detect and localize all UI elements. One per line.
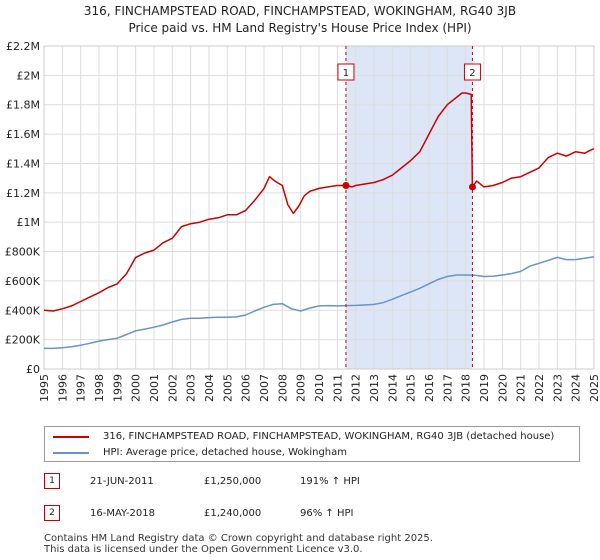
x-tick-label: 1996 bbox=[56, 374, 69, 402]
x-tick-label: 2002 bbox=[166, 374, 179, 402]
y-tick-label: £2.2M bbox=[6, 40, 40, 53]
sale-price: £1,250,000 bbox=[204, 476, 262, 487]
y-tick-label: £2M bbox=[17, 69, 41, 82]
hpi-line bbox=[44, 255, 595, 350]
x-tick-label: 2008 bbox=[276, 374, 289, 402]
x-tick-label: 2024 bbox=[570, 374, 583, 402]
x-tick-label: 2019 bbox=[478, 374, 491, 402]
title-line-2: Price paid vs. HM Land Registry's House … bbox=[128, 21, 472, 35]
sale-label-number: 2 bbox=[469, 68, 475, 79]
x-tick-label: 2006 bbox=[240, 374, 253, 402]
axes: £0 £200K £400K £600K £800K £1M £1.2M £1.4M £1.6M… bbox=[5, 40, 600, 402]
y-tick-label: £1.4M bbox=[6, 157, 40, 170]
footer-line-2: This data is licensed under the Open Gov… bbox=[44, 544, 363, 555]
x-tick-label: 2004 bbox=[203, 374, 216, 402]
plot-frame bbox=[43, 45, 595, 370]
sale-label-box bbox=[337, 63, 355, 81]
sale-number: 1 bbox=[44, 473, 60, 489]
price-chart: £0 £200K £400K £600K £800K £1M £1.2M £1.4M £1.6M… bbox=[5, 40, 600, 402]
sale-date: 16-MAY-2018 bbox=[90, 508, 156, 519]
legend: 316, FINCHAMPSTEAD ROAD, FINCHAMPSTEAD, … bbox=[44, 426, 580, 462]
sale-hpi-change: 191% ↑ HPI bbox=[300, 476, 360, 487]
y-tick-label: £800K bbox=[5, 246, 41, 259]
x-tick-label: 2013 bbox=[368, 374, 381, 402]
title-line-1: 316, FINCHAMPSTEAD ROAD, FINCHAMPSTEAD, … bbox=[83, 4, 517, 18]
x-tick-label: 2012 bbox=[350, 374, 363, 402]
footer: Contains HM Land Registry data © Crown c… bbox=[44, 533, 584, 555]
chart-title: 316, FINCHAMPSTEAD ROAD, FINCHAMPSTEAD, … bbox=[0, 3, 600, 37]
legend-red-line bbox=[53, 436, 89, 438]
x-tick-label: 2017 bbox=[441, 374, 454, 402]
y-tick-label: £0 bbox=[26, 363, 40, 376]
x-tick-label: 2011 bbox=[331, 374, 344, 402]
sale-point bbox=[342, 181, 350, 189]
y-tick-label: £400K bbox=[5, 304, 41, 317]
x-tick-label: 2005 bbox=[221, 374, 234, 402]
footer-line-1: Contains HM Land Registry data © Crown c… bbox=[44, 533, 433, 544]
sale-point bbox=[468, 183, 476, 191]
y-tick-label: £1.6M bbox=[6, 128, 40, 141]
x-tick-label: 1997 bbox=[75, 374, 88, 402]
x-tick-label: 1999 bbox=[111, 374, 124, 402]
series bbox=[43, 92, 595, 350]
x-tick-label: 2021 bbox=[515, 374, 528, 402]
x-tick-label: 2020 bbox=[496, 374, 509, 402]
x-tick-label: 2001 bbox=[148, 374, 161, 402]
sale-row-1: 1 21-JUN-2011 £1,250,000 191% ↑ HPI bbox=[44, 472, 584, 492]
x-tick-label: 2025 bbox=[588, 374, 600, 402]
x-tick-label: 1998 bbox=[93, 374, 106, 402]
x-tick-label: 2003 bbox=[185, 374, 198, 402]
property-price-line bbox=[43, 92, 595, 312]
y-tick-label: £1M bbox=[17, 216, 41, 229]
sale-hpi-change: 96% ↑ HPI bbox=[300, 508, 354, 519]
legend-blue-line bbox=[53, 452, 89, 454]
sale-label-number: 1 bbox=[343, 68, 349, 79]
x-tick-label: 2007 bbox=[258, 374, 271, 402]
x-tick-label: 2023 bbox=[551, 374, 564, 402]
legend-blue-label: HPI: Average price, detached house, Woki… bbox=[103, 447, 347, 458]
x-tick-label: 2015 bbox=[405, 374, 418, 402]
legend-item-property: 316, FINCHAMPSTEAD ROAD, FINCHAMPSTEAD, … bbox=[53, 429, 554, 445]
sale-price: £1,240,000 bbox=[204, 508, 262, 519]
y-tick-label: £600K bbox=[5, 275, 41, 288]
x-tick-label: 1995 bbox=[38, 374, 51, 402]
y-tick-label: £200K bbox=[5, 334, 41, 347]
sale-period-shade bbox=[345, 46, 473, 369]
x-tick-label: 2022 bbox=[533, 374, 546, 402]
sale-date: 21-JUN-2011 bbox=[90, 476, 154, 487]
x-tick-label: 2000 bbox=[130, 374, 143, 402]
x-tick-label: 2010 bbox=[313, 374, 326, 402]
legend-red-label: 316, FINCHAMPSTEAD ROAD, FINCHAMPSTEAD, … bbox=[103, 431, 555, 442]
y-tick-label: £1.8M bbox=[6, 99, 40, 112]
grid bbox=[43, 45, 595, 370]
x-tick-label: 2018 bbox=[460, 374, 473, 402]
x-tick-label: 2014 bbox=[386, 374, 399, 402]
y-tick-label: £1.2M bbox=[6, 187, 40, 200]
sale-row-2: 2 16-MAY-2018 £1,240,000 96% ↑ HPI bbox=[44, 504, 584, 524]
shaded-period bbox=[345, 46, 473, 369]
sale-number: 2 bbox=[44, 505, 60, 521]
x-tick-label: 2016 bbox=[423, 374, 436, 402]
x-tick-label: 2009 bbox=[295, 374, 308, 402]
legend-item-hpi: HPI: Average price, detached house, Woki… bbox=[53, 445, 347, 461]
sale-label-box bbox=[463, 63, 481, 81]
